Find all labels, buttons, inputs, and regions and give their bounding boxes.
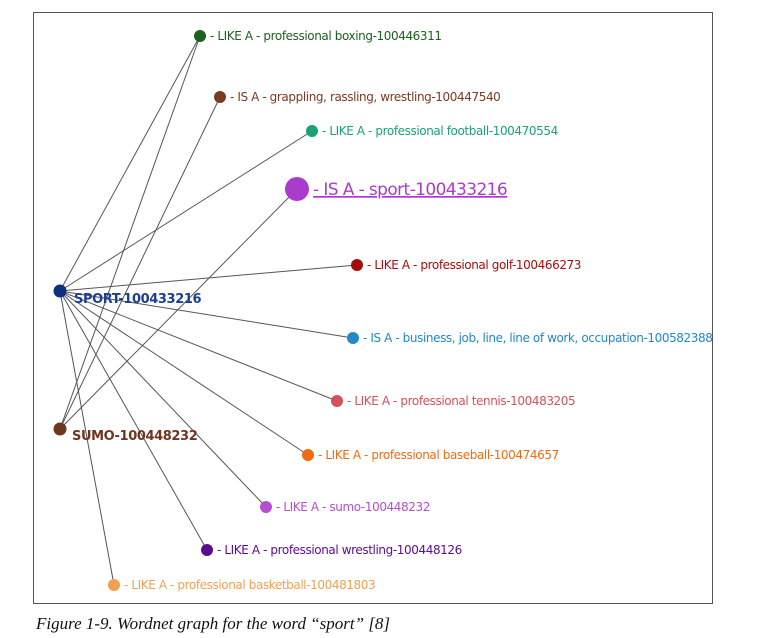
node-label: - LIKE A - professional boxing-100446311 (210, 29, 442, 43)
edge-sport-baseball (59, 290, 309, 456)
edge-sport-tennis (59, 290, 338, 402)
edge-sport-business (59, 290, 354, 339)
node-basketball[interactable]: - LIKE A - professional basketball-10048… (108, 578, 376, 592)
node-sumo_like[interactable]: - LIKE A - sumo-100448232 (260, 500, 430, 514)
node-wrestling[interactable]: - IS A - grappling, rassling, wrestling-… (214, 90, 501, 104)
node-dot[interactable] (214, 91, 226, 103)
node-dot[interactable] (302, 449, 314, 461)
node-dot[interactable] (260, 501, 272, 513)
edge-sumo-boxing (59, 35, 201, 430)
node-tennis[interactable]: - LIKE A - professional tennis-100483205 (331, 394, 576, 408)
node-label: - LIKE A - professional golf-100466273 (367, 258, 581, 272)
node-dot[interactable] (201, 544, 213, 556)
node-dot[interactable] (285, 177, 309, 201)
graph-edges (59, 35, 358, 586)
hub-dot[interactable] (53, 284, 67, 298)
edge-sumo-sport_main (59, 188, 298, 430)
node-dot[interactable] (194, 30, 206, 42)
node-label: - LIKE A - professional baseball-1004746… (318, 448, 559, 462)
figure-caption: Figure 1-9. Wordnet graph for the word “… (36, 614, 391, 633)
node-boxing[interactable]: - LIKE A - professional boxing-100446311 (194, 29, 442, 43)
node-label: - LIKE A - professional basketball-10048… (124, 578, 375, 592)
hub-label: SUMO-100448232 (72, 429, 197, 444)
node-label: - IS A - sport-100433216 (313, 180, 507, 200)
edge-sport-sumo_like (59, 290, 267, 508)
edge-sport-basketball (59, 290, 115, 586)
hub-sumo[interactable]: SUMO-100448232 (53, 422, 198, 445)
node-dot[interactable] (306, 125, 318, 137)
node-label: - LIKE A - professional wrestling-100448… (217, 543, 462, 557)
node-football[interactable]: - LIKE A - professional football-1004705… (306, 124, 558, 138)
edge-sport-football (59, 130, 313, 292)
node-sport_main[interactable]: - IS A - sport-100433216 (285, 177, 508, 201)
node-baseball[interactable]: - LIKE A - professional baseball-1004746… (302, 448, 559, 462)
node-dot[interactable] (347, 332, 359, 344)
edge-sumo-wrestling (59, 96, 221, 430)
graph-nodes: - LIKE A - professional boxing-100446311… (53, 29, 713, 592)
node-dot[interactable] (331, 395, 343, 407)
figure-frame (33, 12, 713, 604)
edge-sport-boxing (59, 35, 201, 292)
hub-sport[interactable]: SPORT-100433216 (53, 284, 202, 308)
node-golf[interactable]: - LIKE A - professional golf-100466273 (351, 258, 581, 272)
node-label: - IS A - business, job, line, line of wo… (363, 331, 712, 345)
node-label: - IS A - grappling, rassling, wrestling-… (230, 90, 500, 104)
edge-sport-pro_wrestling (59, 290, 208, 551)
node-pro_wrestling[interactable]: - LIKE A - professional wrestling-100448… (201, 543, 462, 557)
node-label: - LIKE A - sumo-100448232 (276, 500, 430, 514)
hub-label: SPORT-100433216 (74, 292, 201, 307)
node-business[interactable]: - IS A - business, job, line, line of wo… (347, 331, 713, 345)
node-label: - LIKE A - professional football-1004705… (322, 124, 558, 138)
hub-dot[interactable] (53, 422, 67, 436)
node-label: - LIKE A - professional tennis-100483205 (347, 394, 575, 408)
node-dot[interactable] (108, 579, 120, 591)
node-dot[interactable] (351, 259, 363, 271)
